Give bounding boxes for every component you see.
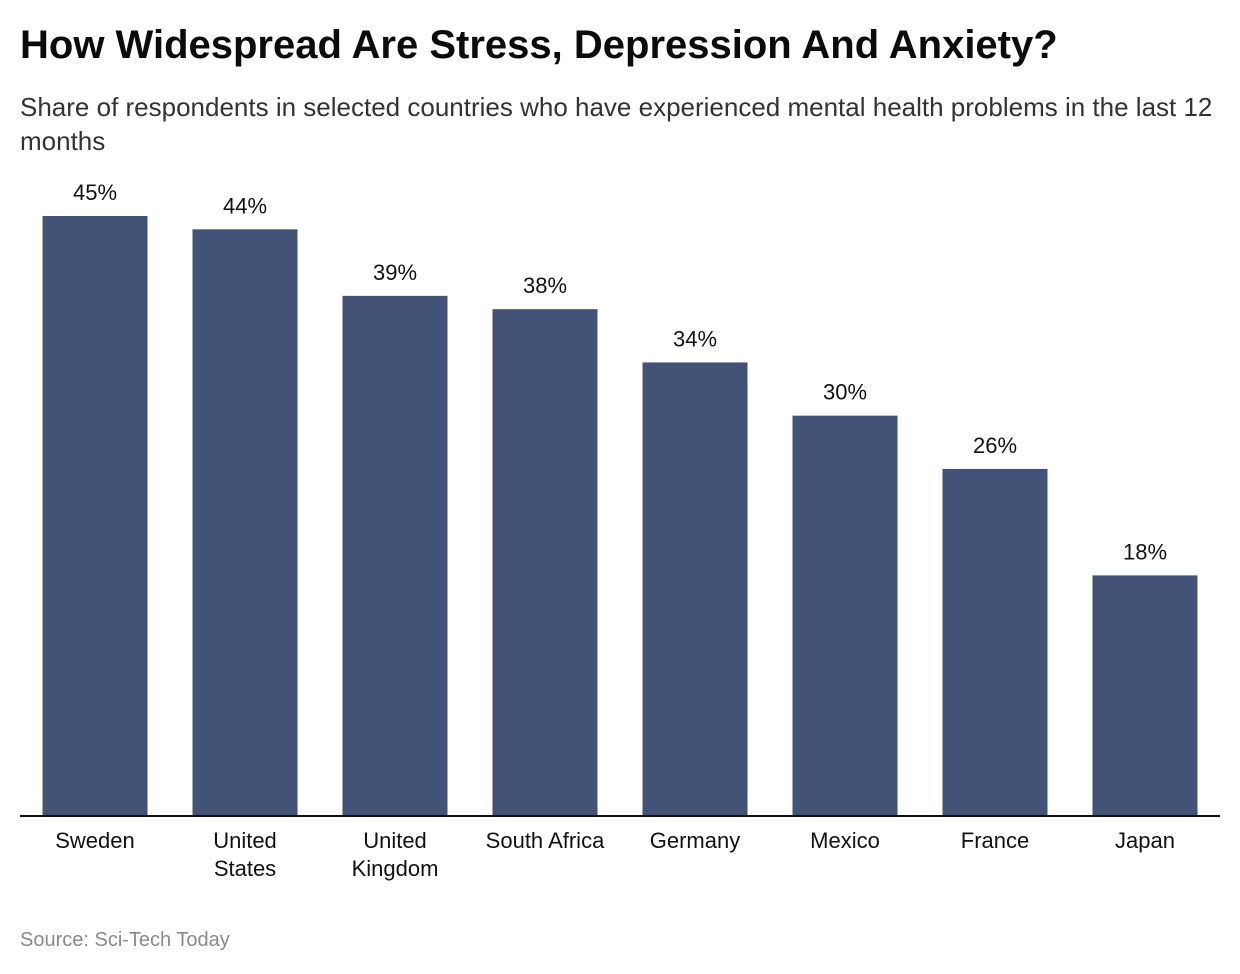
bar <box>192 229 298 816</box>
bar-value-label: 45% <box>73 180 117 205</box>
bar-value-label: 39% <box>373 260 417 285</box>
bar-value-label: 34% <box>673 326 717 351</box>
x-tick-label: Mexico <box>810 828 880 853</box>
x-tick-label: United Kingdom <box>352 828 439 881</box>
bar-value-label: 30% <box>823 380 867 405</box>
bar <box>42 216 148 815</box>
chart-subtitle: Share of respondents in selected countri… <box>20 92 1213 156</box>
x-tick-label: Sweden <box>55 828 135 853</box>
bar <box>342 295 448 815</box>
bar <box>792 415 898 815</box>
bar <box>1092 575 1198 815</box>
bar <box>942 468 1048 815</box>
bar-value-label: 26% <box>973 433 1017 458</box>
bar <box>492 309 598 815</box>
source-note: Source: Sci-Tech Today <box>20 929 230 951</box>
x-tick-label: Japan <box>1115 828 1175 853</box>
chart-title: How Widespread Are Stress, Depression An… <box>20 23 1058 67</box>
bar-value-label: 18% <box>1123 539 1167 564</box>
x-tick-label: France <box>961 828 1029 853</box>
x-tick-label: South Africa <box>486 828 605 853</box>
bar-value-label: 44% <box>223 193 267 218</box>
x-tick-label: Germany <box>650 828 740 853</box>
bar-value-label: 38% <box>523 273 567 298</box>
bar <box>642 362 748 815</box>
x-tick-label: United States <box>213 828 277 881</box>
